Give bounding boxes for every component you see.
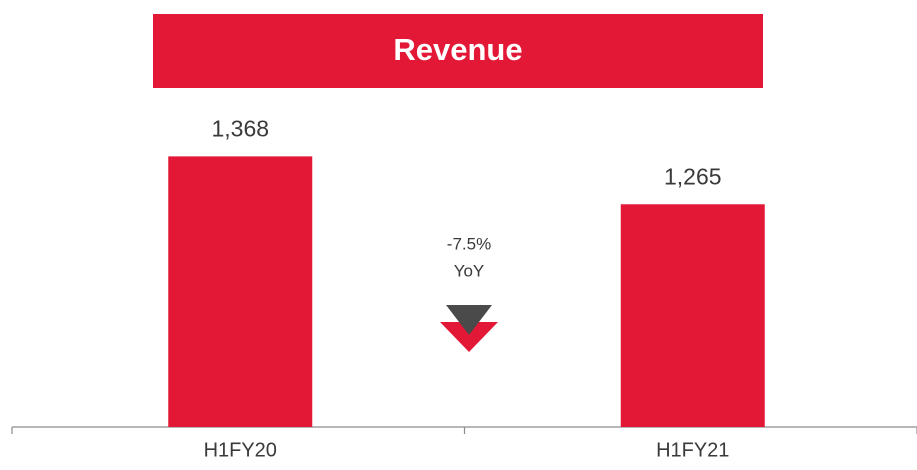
title-banner bbox=[153, 14, 763, 88]
chart-title: Revenue bbox=[393, 32, 522, 67]
down-arrow-shadow bbox=[446, 305, 492, 335]
data-label: 1,265 bbox=[664, 163, 722, 189]
data-label: 1,368 bbox=[211, 115, 269, 141]
annotation: -7.5% bbox=[447, 234, 491, 253]
annotation: YoY bbox=[454, 261, 485, 280]
down-arrow bbox=[440, 322, 498, 352]
x-tick-label: H1FY21 bbox=[656, 439, 729, 461]
bar bbox=[168, 156, 313, 427]
bar bbox=[620, 204, 765, 427]
x-tick-label: H1FY20 bbox=[204, 439, 277, 461]
